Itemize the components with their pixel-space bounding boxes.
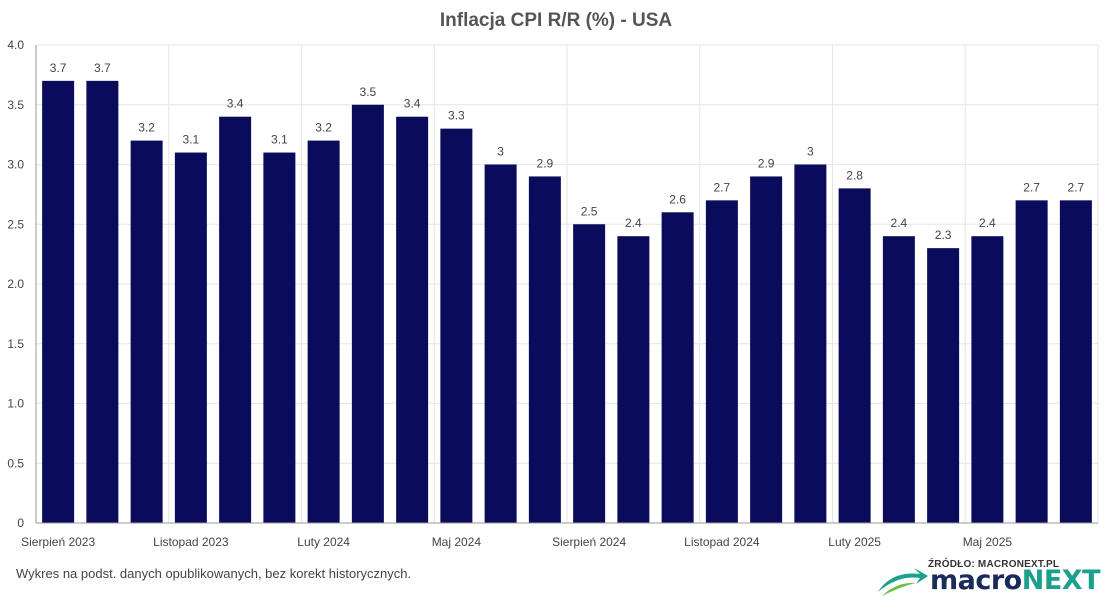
x-tick-label: Sierpień 2023 <box>21 535 95 549</box>
x-tick-label: Sierpień 2024 <box>552 535 626 549</box>
axis-layer: 0 0.5 1.0 1.5 2.0 2.5 3.0 3.5 4.0 Sierpień 2023 Li… <box>7 38 1098 549</box>
bar <box>750 176 783 523</box>
bar <box>1015 200 1048 523</box>
y-tick-label: 3.0 <box>7 158 24 172</box>
bar <box>484 164 517 523</box>
data-label: 2.6 <box>669 192 686 206</box>
logo-wordmark: macroNEXT <box>930 565 1101 596</box>
bar <box>174 152 207 524</box>
data-label: 2.7 <box>1068 180 1085 194</box>
x-tick-label: Luty 2024 <box>297 535 350 549</box>
data-label: 3.3 <box>448 109 465 123</box>
bar <box>528 176 561 523</box>
macronext-swoosh-logo <box>878 568 928 596</box>
data-label: 2.8 <box>846 168 863 182</box>
x-tick-label: Listopad 2023 <box>153 535 229 549</box>
x-tick-label: Listopad 2024 <box>684 535 760 549</box>
bar <box>661 212 694 524</box>
bar <box>351 104 384 523</box>
data-label: 2.4 <box>891 216 908 230</box>
y-tick-label: 1.0 <box>7 397 24 411</box>
bars-layer <box>42 80 1092 524</box>
data-label: 2.3 <box>935 228 952 242</box>
data-label: 3.5 <box>360 85 377 99</box>
data-label: 3.2 <box>315 121 332 135</box>
macronext-logo: macroNEXT <box>874 562 1101 598</box>
bar <box>838 188 871 523</box>
data-label: 2.9 <box>758 156 775 170</box>
bar <box>219 116 252 523</box>
data-label: 3.4 <box>227 97 244 111</box>
data-label: 3.1 <box>271 133 288 147</box>
y-tick-label: 1.5 <box>7 337 24 351</box>
bar <box>130 140 163 523</box>
data-label: 3.7 <box>94 61 111 75</box>
source-label: ŹRÓDŁO: MACRONEXT.PL <box>928 559 1060 570</box>
bar <box>307 140 340 523</box>
data-label: 2.7 <box>714 180 731 194</box>
y-tick-label: 3.5 <box>7 98 24 112</box>
footnote: Wykres na podst. danych opublikowanych, … <box>16 566 412 581</box>
data-label: 3.4 <box>404 97 421 111</box>
data-label: 2.9 <box>537 156 554 170</box>
value-labels-layer: 3.7 3.7 3.2 3.1 3.4 3.1 3.2 3.5 3.4 3.3 3 2.9 2.5 2.4… <box>50 61 1085 242</box>
bar <box>705 200 738 523</box>
y-tick-label: 0.5 <box>7 456 24 470</box>
data-label: 2.4 <box>625 216 642 230</box>
bar <box>794 164 827 523</box>
y-tick-label: 4.0 <box>7 38 24 52</box>
bar <box>42 80 75 523</box>
logo-text-macro: macro <box>930 565 1022 596</box>
x-tick-label: Maj 2025 <box>963 535 1013 549</box>
bar <box>927 248 960 523</box>
y-tick-label: 0 <box>17 516 24 530</box>
logo-text-next: NEXT <box>1021 565 1101 596</box>
y-tick-label: 2.5 <box>7 217 24 231</box>
data-label: 3.1 <box>183 133 200 147</box>
data-label: 3 <box>497 145 504 159</box>
x-tick-label: Luty 2025 <box>828 535 881 549</box>
data-label: 3.2 <box>138 121 155 135</box>
data-label: 2.7 <box>1023 180 1040 194</box>
chart-title: Inflacja CPI R/R (%) - USA <box>439 10 673 31</box>
bar <box>882 236 915 523</box>
data-label: 3 <box>807 145 814 159</box>
bar <box>440 128 473 523</box>
bar <box>396 116 429 523</box>
bar <box>617 236 650 523</box>
bar <box>573 224 606 523</box>
bar <box>263 152 296 524</box>
bar <box>971 236 1004 523</box>
x-tick-label: Maj 2024 <box>432 535 482 549</box>
y-tick-label: 2.0 <box>7 277 24 291</box>
data-label: 3.7 <box>50 61 67 75</box>
data-label: 2.4 <box>979 216 996 230</box>
bar <box>86 80 119 523</box>
bar <box>1059 200 1092 523</box>
data-label: 2.5 <box>581 204 598 218</box>
